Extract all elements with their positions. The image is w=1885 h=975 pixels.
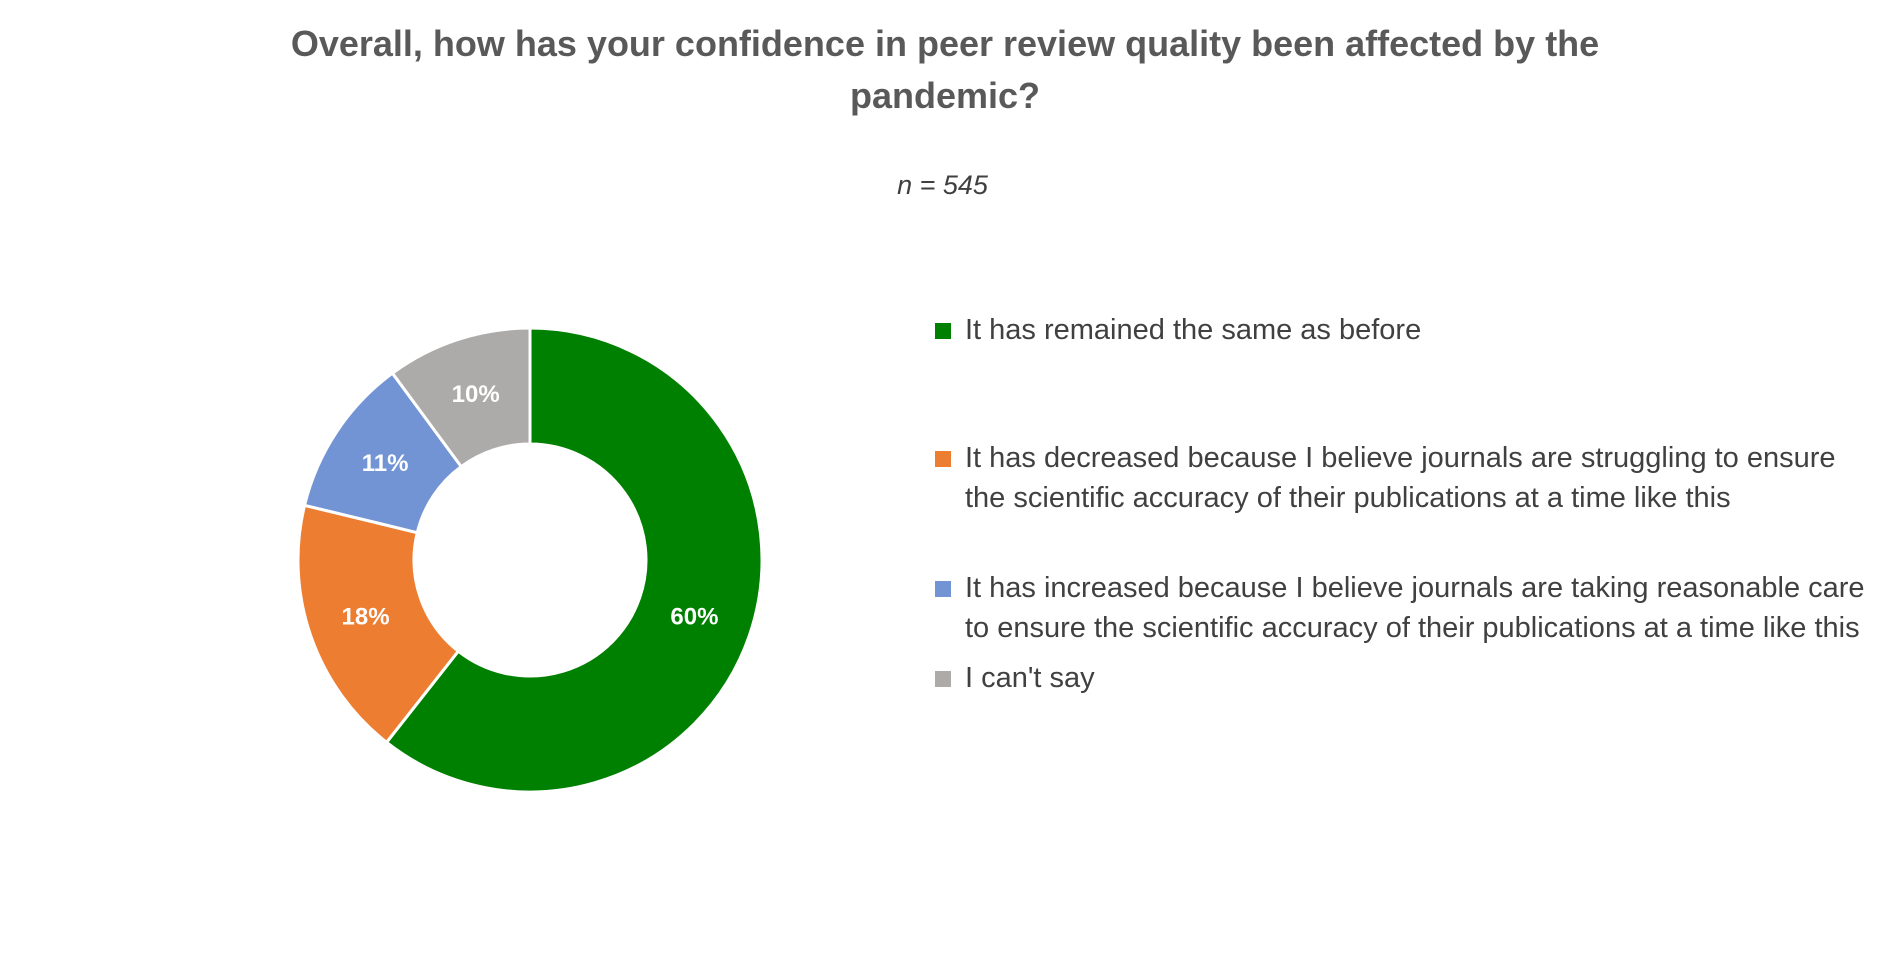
legend-item: It has remained the same as before [935,310,1875,350]
data-label: 11% [362,450,409,477]
legend-swatch [935,323,951,339]
legend-item: It has decreased because I believe journ… [935,438,1875,518]
chart-title: Overall, how has your confidence in peer… [290,23,1600,116]
data-label: 60% [670,603,718,630]
legend-swatch [935,581,951,597]
data-label: 10% [452,381,500,408]
donut-slice [296,503,461,745]
data-label: 18% [342,603,390,630]
legend-item: I can't say [935,658,1875,698]
legend-swatch [935,451,951,467]
donut-slice [384,326,764,794]
legend-label: It has increased because I believe journ… [965,572,1865,644]
donut-slice [390,326,532,469]
donut-chart: 60% 18% 11% 10% [296,326,764,794]
legend-label: It has decreased because I believe journ… [965,442,1836,514]
legend-swatch [935,671,951,687]
legend-label: I can't say [965,662,1095,694]
legend: It has remained the same as before It ha… [935,310,1875,698]
legend-item: It has increased because I believe journ… [935,568,1875,648]
legend-label: It has remained the same as before [965,314,1422,346]
chart-subtitle: n = 545 [897,170,988,200]
